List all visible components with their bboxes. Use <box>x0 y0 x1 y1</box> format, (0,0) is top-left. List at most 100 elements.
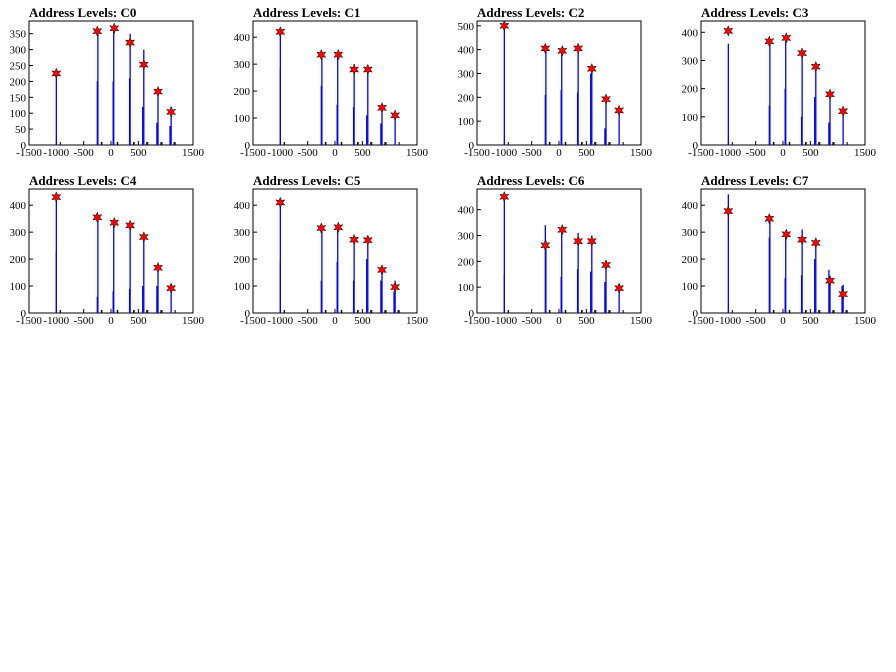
x-tick-label: -1500 <box>240 315 266 327</box>
x-tick-label: 500 <box>130 315 147 327</box>
peak-marker <box>333 48 344 61</box>
x-tick-label: 500 <box>354 147 371 159</box>
x-tick-label: 500 <box>802 315 819 327</box>
chart-panel-7: Address Levels: C7 0 100 200 300 400 -1500 -100… <box>682 173 877 327</box>
y-tick-label: 100 <box>234 281 251 293</box>
y-tick-label: 200 <box>682 254 699 266</box>
y-tick-label: 0 <box>693 308 699 320</box>
peak-marker <box>797 233 808 246</box>
plot-frame <box>28 188 194 314</box>
y-tick-label: 150 <box>10 92 27 104</box>
x-tick-label: 0 <box>108 315 114 327</box>
peak-marker <box>138 58 149 71</box>
peak-marker <box>362 234 373 247</box>
chart-title: Address Levels: C7 <box>701 173 809 188</box>
peak-marker <box>764 212 775 225</box>
y-tick-label: 200 <box>458 92 475 104</box>
peak-marker <box>349 63 360 76</box>
peak-marker <box>557 223 568 236</box>
x-tick-label: 0 <box>332 147 338 159</box>
peak-marker <box>797 47 808 59</box>
y-tick-label: 100 <box>10 281 27 293</box>
peak-marker <box>573 235 584 248</box>
y-tick-label: 200 <box>234 254 251 266</box>
peak-marker <box>165 105 177 118</box>
peak-marker <box>499 19 510 32</box>
x-tick-label: -500 <box>298 315 319 327</box>
peak-marker <box>333 221 344 234</box>
y-tick-label: 100 <box>458 282 475 294</box>
histogram-panels: Address Levels: C0 0 50 100 150 200 250 300 350 -… <box>10 5 877 327</box>
x-tick-label: -1000 <box>715 147 741 159</box>
peak-marker <box>51 191 62 203</box>
peak-marker <box>586 235 597 248</box>
y-tick-label: 250 <box>10 61 27 73</box>
peak-marker <box>781 228 792 241</box>
peak-marker <box>109 22 120 35</box>
x-tick-label: 1500 <box>406 315 429 327</box>
x-tick-label: 0 <box>108 147 114 159</box>
x-tick-label: 500 <box>802 147 819 159</box>
peak-marker <box>810 60 821 73</box>
x-tick-label: -1500 <box>16 315 42 327</box>
peak-marker <box>152 85 164 98</box>
y-tick-label: 200 <box>10 254 27 266</box>
chart-title: Address Levels: C4 <box>29 173 137 188</box>
peak-marker <box>499 190 510 203</box>
x-tick-label: 0 <box>780 315 786 327</box>
x-tick-label: -1000 <box>43 315 69 327</box>
x-tick-label: -1500 <box>464 147 490 159</box>
x-tick-label: -500 <box>522 315 543 327</box>
peak-marker <box>824 274 836 287</box>
y-tick-label: 200 <box>682 84 699 96</box>
y-tick-label: 300 <box>682 55 699 67</box>
plot-frame <box>252 20 418 146</box>
peak-marker <box>540 42 551 55</box>
x-tick-label: -1000 <box>267 147 293 159</box>
peak-marker <box>600 93 612 106</box>
chart-panel-2: Address Levels: C20100200300400500-1500-… <box>458 5 653 159</box>
peak-marker <box>316 222 327 234</box>
plot-frame <box>476 20 642 146</box>
y-tick-label: 400 <box>682 27 699 39</box>
chart-title: Address Levels: C5 <box>253 173 361 188</box>
y-tick-label: 300 <box>10 45 27 57</box>
peak-marker <box>810 237 821 249</box>
chart-panel-4: Address Levels: C4 0 100 200 300 400 -1500 -100… <box>10 173 205 327</box>
peak-marker <box>316 48 327 61</box>
y-tick-label: 200 <box>234 86 251 98</box>
y-tick-label: 350 <box>10 29 27 41</box>
x-tick-label: -1000 <box>491 147 517 159</box>
y-tick-label: 100 <box>682 281 699 293</box>
y-tick-label: 300 <box>234 227 251 239</box>
chart-title: Address Levels: C1 <box>253 5 360 20</box>
y-tick-label: 400 <box>234 200 251 212</box>
x-tick-label: 500 <box>130 147 147 159</box>
peak-marker <box>764 35 775 48</box>
peak-marker <box>838 105 849 118</box>
plot-frame <box>28 20 194 146</box>
chart-title: Address Levels: C0 <box>29 5 136 20</box>
chart-title: Address Levels: C2 <box>477 5 584 20</box>
x-tick-label: 500 <box>578 147 595 159</box>
plot-frame <box>476 188 642 314</box>
y-tick-label: 300 <box>10 227 27 239</box>
y-tick-label: 50 <box>15 124 27 136</box>
plot-frame <box>252 188 418 314</box>
chart-panel-6: Address Levels: C6 0 100 200 300 400 -1500 -100… <box>458 173 653 327</box>
y-tick-label: 0 <box>469 140 475 152</box>
y-tick-label: 0 <box>245 308 251 320</box>
x-tick-label: -1500 <box>240 147 266 159</box>
x-tick-label: -500 <box>298 147 319 159</box>
peak-marker <box>138 231 149 243</box>
peak-marker <box>824 88 836 101</box>
x-tick-label: 1500 <box>630 147 653 159</box>
y-tick-label: 0 <box>245 140 251 152</box>
x-tick-label: -1000 <box>715 315 741 327</box>
peak-marker <box>614 282 625 295</box>
peak-marker <box>540 239 551 252</box>
x-tick-label: -1000 <box>491 315 517 327</box>
peak-marker <box>125 219 136 232</box>
peak-marker <box>92 211 103 224</box>
y-tick-label: 0 <box>693 140 699 152</box>
